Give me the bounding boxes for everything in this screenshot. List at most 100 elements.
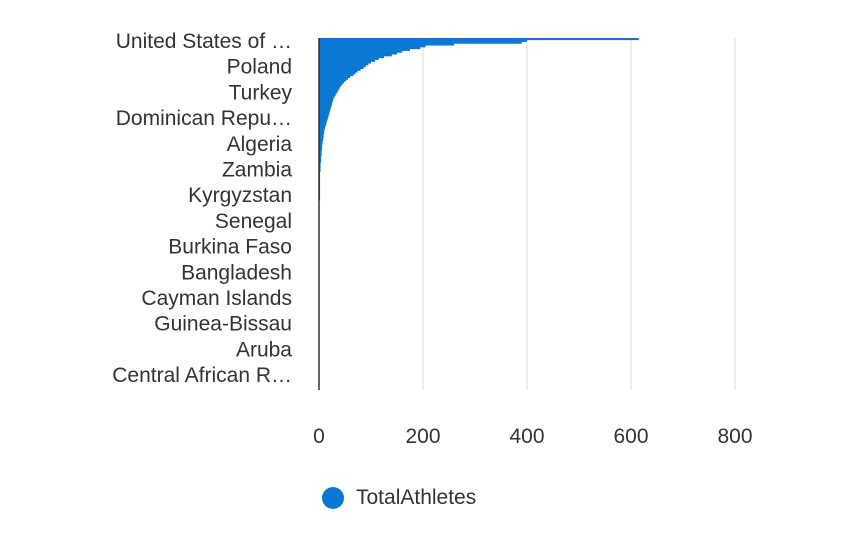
bar[interactable]	[319, 133, 324, 136]
category-label: Senegal	[215, 210, 292, 233]
bar[interactable]	[319, 106, 331, 109]
bar[interactable]	[319, 130, 325, 133]
bars	[319, 38, 639, 391]
bar[interactable]	[319, 101, 333, 104]
bar[interactable]	[319, 81, 344, 84]
bar[interactable]	[319, 59, 376, 62]
bar[interactable]	[319, 117, 328, 120]
x-tick-label: 800	[717, 425, 752, 448]
bar[interactable]	[319, 86, 340, 89]
bar[interactable]	[319, 146, 323, 149]
category-label: Guinea-Bissau	[154, 313, 292, 336]
bar[interactable]	[319, 167, 321, 171]
x-tick-label: 200	[405, 425, 440, 448]
bar[interactable]	[319, 169, 321, 172]
category-label: Algeria	[227, 133, 293, 156]
category-label: Dominican Repu…	[116, 107, 292, 130]
bar[interactable]	[319, 113, 329, 116]
gridlines	[422, 38, 736, 390]
bar[interactable]	[319, 166, 321, 169]
bar[interactable]	[319, 140, 323, 143]
bar[interactable]	[319, 48, 410, 51]
bar[interactable]	[319, 162, 321, 165]
category-label: Aruba	[236, 338, 292, 361]
bar[interactable]	[319, 158, 322, 162]
bar[interactable]	[319, 57, 379, 60]
bar[interactable]	[319, 144, 323, 147]
bar[interactable]	[319, 72, 356, 75]
bar[interactable]	[319, 151, 322, 154]
x-tick-label: 400	[509, 425, 544, 448]
bar[interactable]	[319, 160, 322, 163]
bar[interactable]	[319, 157, 322, 160]
category-label: Central African R…	[112, 364, 292, 387]
bar[interactable]	[319, 97, 334, 100]
bar[interactable]	[319, 148, 323, 151]
bar[interactable]	[319, 149, 322, 153]
bar[interactable]	[319, 61, 371, 64]
bar[interactable]	[319, 131, 325, 134]
bar[interactable]	[319, 90, 338, 93]
bar[interactable]	[319, 135, 324, 138]
bar[interactable]	[319, 122, 327, 125]
bar[interactable]	[319, 45, 426, 48]
bar[interactable]	[319, 93, 336, 97]
bar[interactable]	[319, 38, 639, 41]
bar[interactable]	[319, 77, 349, 80]
legend-marker-icon	[322, 487, 344, 509]
bar[interactable]	[319, 119, 328, 122]
bar[interactable]	[319, 83, 343, 86]
bar[interactable]	[319, 121, 327, 124]
bar[interactable]	[319, 112, 330, 115]
bar[interactable]	[319, 43, 455, 46]
bar[interactable]	[319, 54, 392, 57]
bar[interactable]	[319, 102, 332, 106]
bar[interactable]	[319, 108, 331, 111]
category-label: Cayman Islands	[141, 287, 292, 310]
bar[interactable]	[319, 41, 522, 44]
bar[interactable]	[319, 75, 351, 79]
bar[interactable]	[319, 115, 329, 118]
bar[interactable]	[319, 65, 366, 68]
category-label: Kyrgyzstan	[188, 184, 292, 207]
bar[interactable]	[319, 142, 323, 145]
category-label: Poland	[227, 56, 292, 79]
category-label: Turkey	[229, 81, 293, 104]
bar[interactable]	[319, 124, 326, 127]
legend[interactable]: TotalAthletes	[322, 486, 476, 510]
category-label: Zambia	[222, 159, 292, 182]
bar[interactable]	[319, 50, 403, 53]
bar[interactable]	[319, 155, 322, 158]
category-label: United States of …	[116, 30, 292, 53]
bar[interactable]	[319, 104, 332, 107]
x-tick-label: 0	[313, 425, 325, 448]
bar[interactable]	[319, 137, 324, 140]
bar[interactable]	[319, 56, 384, 59]
bar[interactable]	[319, 74, 354, 77]
bar[interactable]	[319, 164, 321, 167]
bar[interactable]	[319, 52, 397, 55]
bar[interactable]	[319, 126, 326, 129]
bar[interactable]	[319, 63, 369, 66]
bar[interactable]	[319, 79, 347, 82]
bar[interactable]	[319, 139, 324, 142]
bar[interactable]	[319, 99, 334, 102]
bar[interactable]	[319, 88, 339, 91]
bar[interactable]	[319, 84, 341, 88]
bar[interactable]	[319, 66, 364, 69]
category-label: Burkina Faso	[168, 236, 292, 259]
x-tick-label: 600	[613, 425, 648, 448]
bar[interactable]	[319, 128, 325, 131]
bar[interactable]	[319, 39, 527, 42]
bar[interactable]	[319, 70, 358, 73]
bar[interactable]	[319, 95, 335, 98]
bar[interactable]	[319, 68, 361, 71]
bar[interactable]	[319, 92, 337, 95]
legend-label: TotalAthletes	[356, 486, 477, 509]
category-label: Bangladesh	[181, 261, 292, 284]
bar[interactable]	[319, 153, 322, 156]
bar[interactable]	[319, 110, 330, 113]
bar[interactable]	[319, 47, 421, 50]
